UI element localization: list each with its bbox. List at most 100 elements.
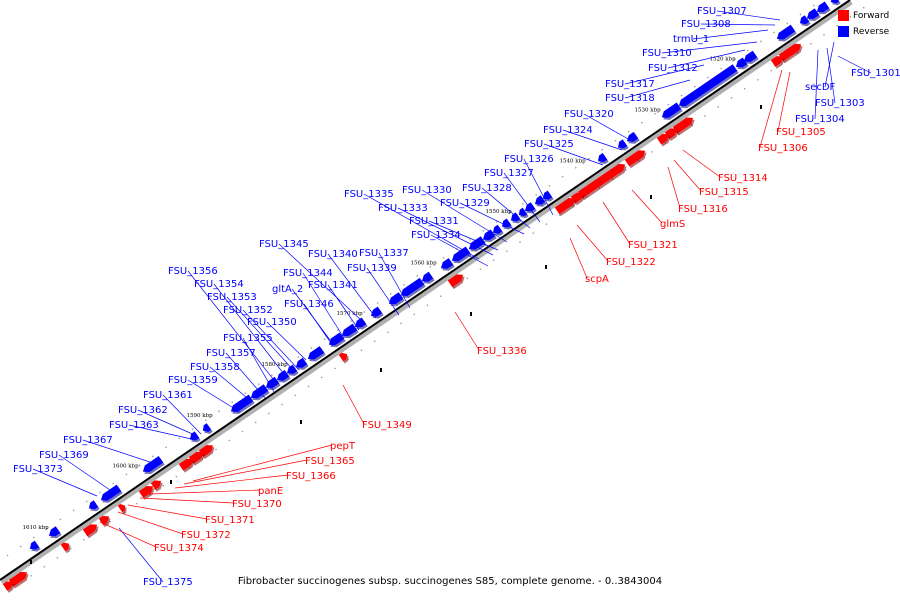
reverse-gene-arrow xyxy=(534,195,546,205)
tick-label: 1540 kbp xyxy=(560,159,587,165)
forward-gene-label: FSU_1336 xyxy=(477,346,527,357)
spacer-dot xyxy=(228,439,231,442)
forward-gene-arrow xyxy=(577,163,626,199)
feature-mark xyxy=(170,480,172,484)
spacer-dot xyxy=(760,40,762,43)
reverse-gene-label: FSU_1328 xyxy=(462,183,512,194)
reverse-gene-label: FSU_1353 xyxy=(207,292,257,303)
spacer-dot xyxy=(588,157,590,160)
spacer-dot xyxy=(482,230,485,232)
reverse-gene-label: FSU_1363 xyxy=(109,420,159,431)
forward-leader-line xyxy=(139,497,235,504)
spacer-dot xyxy=(350,320,352,322)
forward-gene-label: scpA xyxy=(585,274,609,285)
reverse-gene-label: FSU_1303 xyxy=(815,98,865,109)
reverse-leader-line xyxy=(302,272,345,339)
reverse-gene-label: FSU_1333 xyxy=(378,203,428,214)
forward-gene-arrow xyxy=(178,458,194,471)
reverse-leader-line xyxy=(32,468,98,497)
spacer-dot xyxy=(743,87,746,90)
forward-leader-line xyxy=(576,224,609,262)
reverse-gene-label: FSU_1307 xyxy=(697,6,747,17)
spacer-dot xyxy=(522,203,524,205)
forward-leader-line xyxy=(342,384,365,425)
spacer-dot xyxy=(30,574,32,577)
reverse-leader-line xyxy=(583,113,631,141)
forward-gene-label: FSU_1322 xyxy=(606,257,656,268)
spacer-dot xyxy=(733,58,736,61)
reverse-leader-line xyxy=(661,41,758,54)
legend-item-forward: Forward xyxy=(838,8,900,23)
reverse-leader-line xyxy=(128,424,197,441)
spacer-dot xyxy=(204,419,207,422)
reverse-leader-line xyxy=(187,379,241,413)
spacer-dot xyxy=(271,374,273,376)
reverse-gene-arrow xyxy=(440,258,454,269)
forward-leader-line xyxy=(174,474,289,489)
spacer-dot xyxy=(152,455,154,458)
spacer-dot xyxy=(535,193,537,196)
forward-leader-line xyxy=(569,237,588,279)
reverse-gene-label: FSU_1327 xyxy=(484,168,534,179)
legend-reverse-label: Reverse xyxy=(853,26,890,37)
spacer-dot xyxy=(6,554,9,557)
spacer-dot xyxy=(165,446,167,449)
spacer-dot xyxy=(492,259,495,261)
spacer-dot xyxy=(495,221,498,223)
tick-label: 1570 kbp xyxy=(337,311,364,317)
tick-label: 1550 kbp xyxy=(486,209,513,215)
forward-gene-label: FSU_1372 xyxy=(181,530,231,541)
reverse-gene-label: FSU_1340 xyxy=(308,249,358,260)
reverse-leader-line xyxy=(242,337,275,393)
spacer-dot xyxy=(693,85,696,88)
forward-leader-line xyxy=(682,149,721,178)
reverse-leader-line xyxy=(562,129,623,151)
reverse-leader-line xyxy=(213,283,288,379)
reverse-leader-line xyxy=(716,10,781,21)
spacer-dot xyxy=(320,376,323,379)
spacer-dot xyxy=(46,527,48,530)
reverse-gene-label: FSU_1344 xyxy=(283,268,333,279)
reverse-gene-label: FSU_1335 xyxy=(344,189,394,200)
reverse-gene-label: FSU_1357 xyxy=(206,348,256,359)
spacer-dot xyxy=(614,139,617,142)
spacer-dot xyxy=(773,31,775,34)
spacer-dot xyxy=(641,121,643,124)
reverse-gene-arrow xyxy=(48,526,61,537)
reverse-gene-arrow xyxy=(510,212,521,222)
spacer-dot xyxy=(109,520,112,523)
forward-gene-arrow xyxy=(554,198,576,215)
spacer-dot xyxy=(717,106,720,108)
forward-leader-line xyxy=(759,69,783,148)
reverse-gene-label: FSU_1301 xyxy=(851,68,900,79)
reverse-gene-label: FSU_1304 xyxy=(795,114,845,125)
forward-gene-label: FSU_1305 xyxy=(776,127,826,138)
reverse-leader-line xyxy=(543,143,604,166)
reverse-leader-line xyxy=(523,158,554,216)
reverse-gene-label: FSU_1341 xyxy=(308,280,358,291)
spacer-dot xyxy=(429,266,432,268)
reverse-gene-arrow xyxy=(295,357,308,368)
reverse-gene-arrow xyxy=(202,423,212,432)
forward-gene-label: FSU_1306 xyxy=(758,143,808,154)
reverse-gene-label: FSU_1318 xyxy=(605,93,655,104)
spacer-dot xyxy=(310,347,313,349)
reverse-leader-line xyxy=(814,49,819,120)
spacer-dot xyxy=(387,331,389,334)
reverse-gene-arrow xyxy=(421,271,434,282)
spacer-dot xyxy=(257,383,260,385)
reverse-gene-label: FSU_1354 xyxy=(194,279,244,290)
reverse-gene-label: FSU_1356 xyxy=(168,266,218,277)
forward-leader-line xyxy=(183,459,308,485)
tick-label: 1590 kbp xyxy=(187,413,214,419)
spacer-dot xyxy=(231,401,233,404)
reverse-gene-arrow xyxy=(265,376,280,389)
reverse-gene-arrow xyxy=(735,57,748,68)
forward-gene-arrow xyxy=(770,56,784,67)
reverse-leader-line xyxy=(82,439,151,463)
forward-leader-line xyxy=(454,311,480,351)
reverse-leader-line xyxy=(58,454,111,491)
reverse-gene-arrow xyxy=(816,1,830,13)
spacer-dot xyxy=(812,4,815,7)
